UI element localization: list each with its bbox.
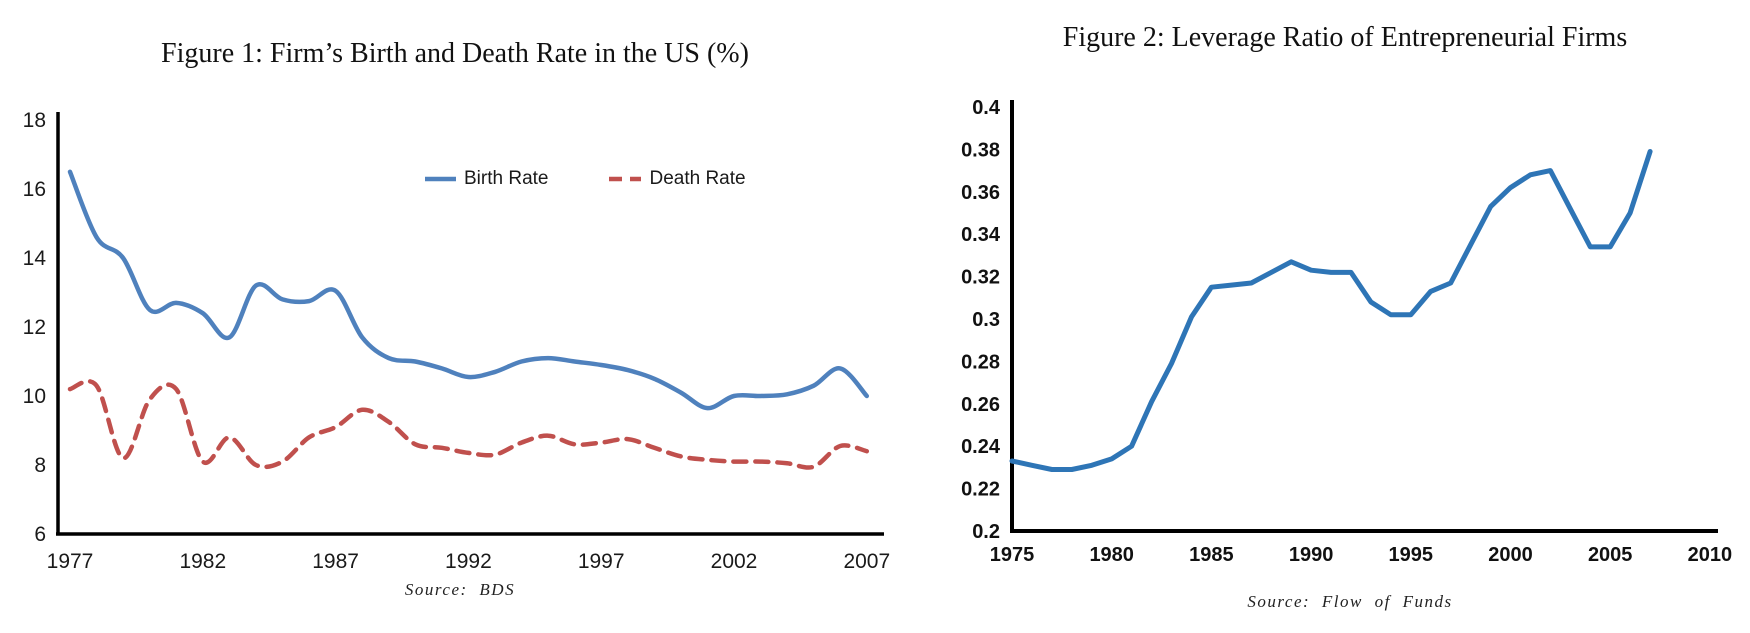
figure1-y-tick-label: 10 — [23, 385, 46, 408]
figure2-y-tick-label: 0.2 — [972, 521, 1000, 543]
figure1-y-tick-label: 18 — [23, 109, 46, 132]
figure2-y-tick-label: 0.26 — [961, 394, 1000, 416]
legend-label-death-rate: Death Rate — [649, 168, 746, 189]
figure2-title: Figure 2: Leverage Ratio of Entrepreneur… — [1062, 22, 1628, 53]
figure1-title: Figure 1: Firm’s Birth and Death Rate in… — [161, 38, 749, 69]
birth-rate-legend-swatch-icon — [425, 176, 456, 182]
figure2-x-tick-label: 1985 — [1189, 544, 1234, 566]
figure2-y-tick-label: 0.34 — [961, 224, 1001, 246]
birth-rate-line — [67, 169, 870, 411]
figure2-x-tick-label: 1990 — [1289, 544, 1334, 566]
figure2-x-tick-label: 1975 — [990, 544, 1035, 566]
figure1-y-tick-label: 12 — [23, 316, 46, 339]
figure1-y-tick-label: 8 — [34, 454, 46, 477]
figure1-x-tick-label: 1982 — [179, 550, 226, 573]
legend-item-death-rate: Death Rate — [608, 168, 746, 190]
figure1-x-tick-label: 2007 — [843, 550, 890, 573]
leverage-ratio-line — [1009, 149, 1653, 472]
figure1-x-tick-label: 1987 — [312, 550, 359, 573]
death-rate-legend-swatch-icon — [609, 176, 642, 182]
legend-label-birth-rate: Birth Rate — [464, 168, 549, 189]
figure2-y-tick-label: 0.38 — [961, 139, 1000, 161]
death-rate-line — [67, 379, 870, 470]
figure2-y-tick-label: 0.4 — [972, 97, 1001, 119]
figure2-y-tick-label: 0.36 — [961, 182, 1000, 204]
figure2-x-tick-label: 2010 — [1688, 544, 1733, 566]
figure1-y-tick-label: 14 — [23, 247, 47, 270]
figure2-x-tick-label: 2005 — [1588, 544, 1633, 566]
figure2-x-tick-label: 2000 — [1488, 544, 1533, 566]
figure2-y-tick-label: 0.32 — [961, 267, 1000, 289]
legend-item-birth-rate: Birth Rate — [424, 168, 548, 190]
figure1-y-tick-label: 6 — [34, 523, 46, 546]
figure2-x-tick-label: 1995 — [1389, 544, 1434, 566]
figure1-x-tick-label: 1992 — [445, 550, 492, 573]
figure1-x-tick-label: 1997 — [578, 550, 625, 573]
figure2-y-tick-label: 0.22 — [961, 479, 1000, 501]
figure1-y-tick-label: 16 — [23, 178, 46, 201]
figure2-y-tick-label: 0.28 — [961, 351, 1000, 373]
legend: Birth Rate Death Rate — [424, 168, 746, 190]
figure1-x-tick-label: 1977 — [47, 550, 94, 573]
figure1-x-tick-label: 2002 — [711, 550, 758, 573]
figure2-x-tick-label: 1980 — [1089, 544, 1134, 566]
figure2-y-tick-label: 0.3 — [972, 309, 1000, 331]
figure2-y-tick-label: 0.24 — [961, 436, 1001, 458]
figure2-source: Source: Flow of Funds — [1247, 592, 1453, 611]
figure1-source: Source: BDS — [404, 580, 516, 599]
